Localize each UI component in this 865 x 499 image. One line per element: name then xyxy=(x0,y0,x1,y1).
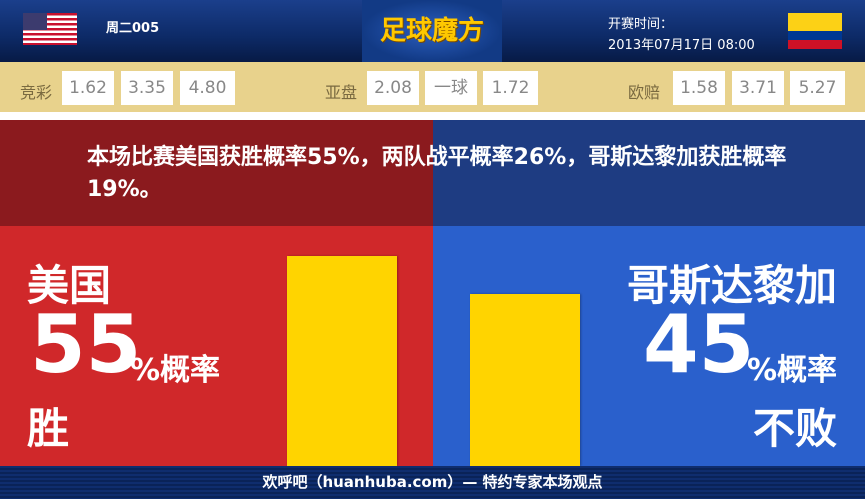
odds-value: 5.27 xyxy=(790,71,845,105)
odds-bar: 竞彩 1.62 3.35 4.80 亚盘 2.08 一球 1.72 欧赔 1.5… xyxy=(0,62,865,112)
home-probability-bar xyxy=(287,256,397,466)
away-outcome: 不败 xyxy=(752,404,837,453)
jingcai-label: 竞彩 xyxy=(20,83,53,102)
footer: 欢呼吧（huanhuba.com）— 特约专家本场观点 xyxy=(0,466,865,499)
home-percent: 55 xyxy=(30,298,142,391)
usa-flag-icon xyxy=(23,13,77,45)
logo: 足球魔方 xyxy=(362,0,502,62)
odds-value: 4.80 xyxy=(180,71,235,105)
home-percent-suffix: %概率 xyxy=(130,353,221,388)
summary-left-bg xyxy=(0,120,433,226)
odds-value: 一球 xyxy=(425,71,477,105)
start-time: 2013年07月17日 08:00 xyxy=(608,38,755,53)
away-percent: 45 xyxy=(643,298,755,391)
start-time-label: 开赛时间： xyxy=(608,17,674,32)
away-team: 哥斯达黎加 xyxy=(626,261,837,310)
yapan-label: 亚盘 xyxy=(325,83,358,102)
odds-value: 1.58 xyxy=(673,71,725,105)
odds-value: 3.71 xyxy=(732,71,784,105)
home-team: 美国 xyxy=(27,261,112,310)
odds-value: 1.72 xyxy=(483,71,538,105)
summary-right-bg xyxy=(433,120,865,226)
odds-value: 2.08 xyxy=(367,71,419,105)
odds-value: 3.35 xyxy=(121,71,173,105)
odds-value: 1.62 xyxy=(62,71,114,105)
away-probability-bar xyxy=(470,294,580,466)
summary-text: 本场比赛美国获胜概率55%，两队战平概率26%，哥斯达黎加获胜概率19%。 xyxy=(87,145,787,202)
home-outcome: 胜 xyxy=(27,404,70,453)
away-percent-suffix: %概率 xyxy=(746,353,837,388)
oupei-label: 欧赔 xyxy=(628,83,661,102)
colombia-flag-icon xyxy=(788,13,842,49)
match-code: 周二005 xyxy=(106,21,160,36)
